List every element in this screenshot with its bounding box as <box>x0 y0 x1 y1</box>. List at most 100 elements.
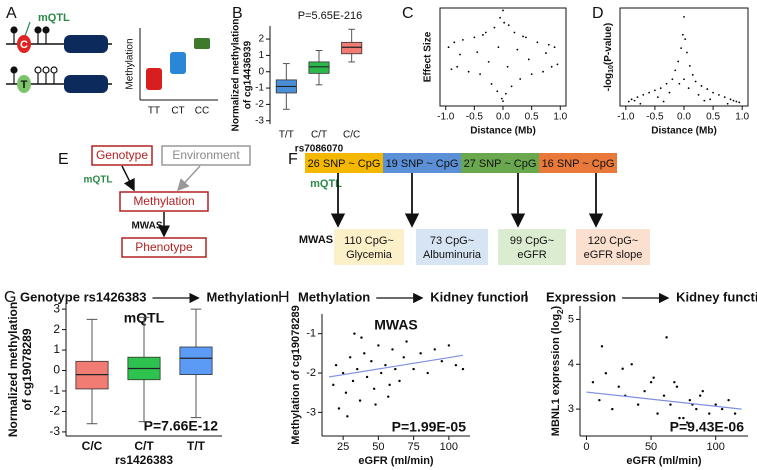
y-tick-label: -2 <box>306 367 316 379</box>
point <box>671 78 674 81</box>
point <box>553 46 556 49</box>
panel-label: I <box>524 289 528 306</box>
category-label: C/T <box>134 439 154 453</box>
panel-heading: Methylation <box>206 289 278 304</box>
y-tick-label: -3 <box>49 424 60 438</box>
cpg-label: 110 CpG~ <box>344 235 394 247</box>
point <box>454 363 458 367</box>
point <box>727 398 730 402</box>
y-axis-label-part: (P-value) <box>603 23 614 65</box>
x-tick-label: -0.5 <box>646 112 664 123</box>
point <box>630 98 633 101</box>
category-label: CT <box>171 106 184 117</box>
point <box>642 93 645 96</box>
y-axis-label: MBNL1 expression (log2) <box>550 305 565 436</box>
x-axis-label: Distance (Mb) <box>651 126 717 137</box>
point <box>482 34 484 36</box>
point <box>662 394 666 397</box>
category-label: T/T <box>187 439 206 453</box>
node-label: Environment <box>172 148 240 162</box>
trend-line <box>328 354 464 378</box>
snp-box <box>461 153 539 173</box>
cpg-box <box>576 229 650 265</box>
mqtl-pointer <box>24 21 31 37</box>
x-tick-label: 1.0 <box>735 112 749 123</box>
point <box>600 345 604 348</box>
allele-c <box>17 35 31 53</box>
y-tick-label: 2 <box>53 322 60 336</box>
y-axis-label: Methylation of cg19078289 <box>290 305 302 444</box>
y-tick-label: 5 <box>568 313 574 325</box>
plot-frame <box>619 7 749 107</box>
point <box>547 43 550 46</box>
point <box>473 36 476 39</box>
snp-label: 27 SNP ~ CpG <box>464 158 537 170</box>
panel-label: B <box>232 5 243 22</box>
mqtl-label: mQTL <box>310 178 342 190</box>
point <box>358 399 362 402</box>
point <box>684 38 687 41</box>
chart: -3 -2 -1 0 1 2 rs7086070 Normalized methylation… <box>231 10 363 155</box>
point <box>440 360 444 363</box>
x-tick-label: 50 <box>645 441 657 453</box>
point <box>337 407 341 410</box>
panel-label: H <box>278 289 290 306</box>
panel-heading: Kidney function <box>676 289 757 304</box>
x-tick-label: -0.5 <box>466 112 484 123</box>
panel-label: D <box>592 5 604 22</box>
y-axis-label: of cg14436939 <box>243 40 254 109</box>
x-tick-label: 100 <box>707 441 725 453</box>
x-axis-label: Distance (Mb) <box>470 126 536 137</box>
allele-label: C <box>20 39 28 51</box>
point <box>461 367 465 371</box>
category-label: TT <box>148 106 160 117</box>
point <box>453 41 456 44</box>
point <box>550 65 553 68</box>
annotation: P=5.65E-216 <box>298 10 363 22</box>
point <box>675 385 679 388</box>
point <box>351 379 355 383</box>
y-tick-label: -2 <box>255 99 264 110</box>
point <box>648 91 650 94</box>
point <box>388 383 391 387</box>
point <box>394 367 397 371</box>
point <box>402 356 405 359</box>
y-tick-label: 2 <box>258 34 264 45</box>
point <box>341 371 345 375</box>
point <box>346 415 349 418</box>
y-tick-label: -2 <box>49 404 60 418</box>
point <box>500 97 503 100</box>
x-tick-label: -1.0 <box>617 112 635 123</box>
point <box>412 367 415 371</box>
snp-box <box>539 153 617 173</box>
point <box>487 61 490 63</box>
annotation: P=7.66E-12 <box>144 418 219 434</box>
point <box>360 336 363 339</box>
gene-block <box>64 35 108 53</box>
point <box>697 93 700 96</box>
point <box>450 68 453 71</box>
cpg-label: Albuminuria <box>423 249 482 261</box>
annotation: P=1.99E-05 <box>392 419 467 435</box>
point <box>387 395 390 398</box>
point <box>695 407 698 411</box>
point <box>372 387 376 390</box>
cpg-label: eGFR <box>517 249 546 261</box>
plot-frame <box>439 7 567 107</box>
x-tick-label: 0.0 <box>677 112 691 123</box>
point <box>714 403 717 406</box>
panel-heading: Genotype rs1426383 <box>20 289 146 304</box>
x-axis-label: eGFR (ml/min) <box>358 455 434 467</box>
point <box>545 52 547 54</box>
point <box>536 41 539 44</box>
x-tick-label: 100 <box>440 441 458 453</box>
edge <box>121 165 135 192</box>
point <box>687 87 690 90</box>
cpg-label: eGFR slope <box>584 249 643 261</box>
schematic-box <box>170 52 186 74</box>
point <box>691 73 694 76</box>
point <box>484 31 487 34</box>
category-label: T/T <box>279 130 294 141</box>
point <box>556 63 559 66</box>
